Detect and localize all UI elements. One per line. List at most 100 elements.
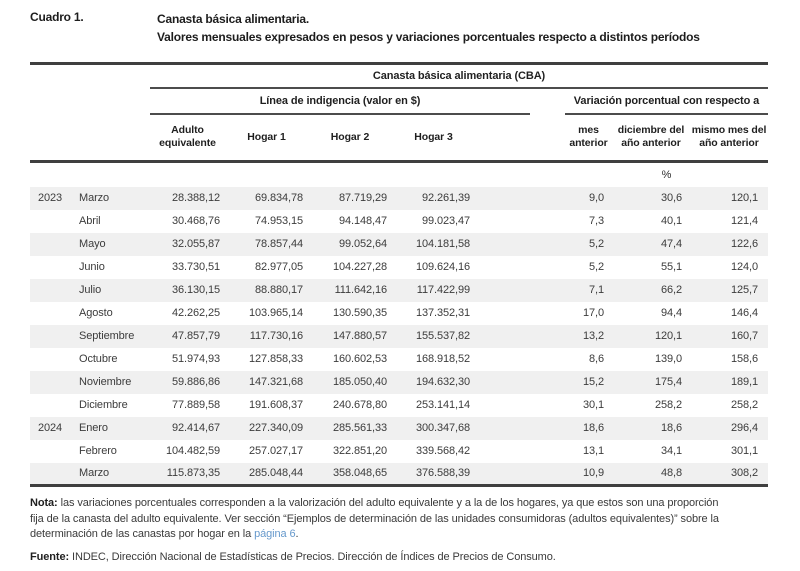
month-cell: Febrero xyxy=(79,445,117,457)
spacer-cell xyxy=(475,278,530,302)
spacer-cell xyxy=(530,302,565,325)
source-detail: INDEC, Dirección Nacional de Estadística… xyxy=(72,550,556,563)
percent-unit-label: % xyxy=(661,168,672,181)
value-cell: 122,6 xyxy=(690,232,768,256)
header-spacer xyxy=(30,88,150,114)
value-cell: 66,2 xyxy=(612,278,690,302)
value-cell: 137.352,31 xyxy=(415,307,470,319)
cba-table: Canasta básica alimentaria (CBA) Línea d… xyxy=(30,62,768,487)
value-cell: 92.261,39 xyxy=(392,186,475,210)
value-cell: 194.632,30 xyxy=(392,370,475,394)
table-row: Junio 33.730,51 82.977,05 104.227,28 109.624… xyxy=(30,256,768,279)
month-cell: Diciembre xyxy=(79,399,128,411)
unit-spacer xyxy=(30,162,565,187)
value-cell: 115.873,35 xyxy=(150,462,225,487)
spacer-cell xyxy=(475,186,530,210)
month-cell: Abril xyxy=(79,215,101,227)
month-cell: Septiembre xyxy=(78,324,150,348)
spacer-cell xyxy=(475,462,530,487)
table-row: 2023 Marzo 28.388,12 69.834,78 87.719,29 92.2… xyxy=(30,186,768,210)
header-spacer xyxy=(30,113,150,163)
value-cell: 94.148,47 xyxy=(338,215,387,227)
value-cell: 168.918,52 xyxy=(415,353,470,365)
cba-group-header: Canasta básica alimentaria (CBA) xyxy=(150,62,768,89)
column-header-diciembre-anterior: diciembre del año anterior xyxy=(612,113,690,163)
value-cell: 147.321,68 xyxy=(225,370,308,394)
spacer-cell xyxy=(530,462,565,487)
value-cell: 185.050,40 xyxy=(308,370,392,394)
year-cell xyxy=(30,348,78,371)
spacer-cell xyxy=(475,210,530,233)
table-title-lines: Canasta básica alimentaria. Valores mens… xyxy=(157,10,770,46)
table-row: Septiembre 47.857,79 117.730,16 147.880,57 1… xyxy=(30,324,768,348)
value-cell: 59.886,86 xyxy=(150,370,225,394)
month-cell: Julio xyxy=(78,278,150,302)
table-row: Febrero 104.482,59 257.027,17 322.851,20 339… xyxy=(30,440,768,463)
year-cell xyxy=(30,394,78,417)
value-cell: 111.642,16 xyxy=(308,278,392,302)
year-cell xyxy=(30,256,78,279)
value-cell: 227.340,09 xyxy=(225,416,308,440)
subgroup-header-row: Línea de indigencia (valor en $) Variaci… xyxy=(30,87,768,115)
value-cell: 120,1 xyxy=(612,324,690,348)
note-line-3: determinación de las canastas por hogar … xyxy=(30,528,255,540)
source-label: Fuente: xyxy=(30,550,70,563)
value-cell: 33.730,51 xyxy=(171,261,220,273)
table-title: Canasta básica alimentaria. xyxy=(157,12,310,26)
value-cell: 322.851,20 xyxy=(332,445,387,457)
column-header-adulto-equivalente: Adulto equivalente xyxy=(150,113,225,163)
value-cell: 257.027,17 xyxy=(248,445,303,457)
value-cell: 175,4 xyxy=(612,370,690,394)
value-cell: 285.561,33 xyxy=(308,416,392,440)
value-cell: 301,1 xyxy=(730,445,758,457)
value-cell: 5,2 xyxy=(589,261,604,273)
spacer-cell xyxy=(475,302,530,325)
value-cell: 13,1 xyxy=(582,445,604,457)
value-cell: 47,4 xyxy=(612,232,690,256)
value-cell: 74.953,15 xyxy=(254,215,303,227)
value-cell: 88.880,17 xyxy=(225,278,308,302)
note-line-2: fija de la canasta del adulto equivalent… xyxy=(30,512,719,525)
value-cell: 300.347,68 xyxy=(392,416,475,440)
value-cell: 160.602,53 xyxy=(332,353,387,365)
value-cell: 160,7 xyxy=(690,324,768,348)
value-cell: 124,0 xyxy=(730,261,758,273)
value-cell: 92.414,67 xyxy=(150,416,225,440)
page-6-link[interactable]: página 6 xyxy=(254,528,296,540)
spacer-cell xyxy=(475,324,530,348)
column-header-hogar-1: Hogar 1 xyxy=(225,113,308,163)
header-gap xyxy=(475,113,530,163)
value-cell: 40,1 xyxy=(660,215,682,227)
value-cell: 103.965,14 xyxy=(248,307,303,319)
note-label: Nota: xyxy=(30,497,58,509)
header-spacer xyxy=(30,62,150,88)
value-cell: 285.048,44 xyxy=(225,462,308,487)
table-body: 2023 Marzo 28.388,12 69.834,78 87.719,29 92.2… xyxy=(30,186,768,487)
value-cell: 121,4 xyxy=(730,215,758,227)
variation-group-header: Variación porcentual con respecto a xyxy=(565,87,768,115)
spacer-cell xyxy=(530,440,565,463)
table-subtitle: Valores mensuales expresados en pesos y … xyxy=(157,30,700,44)
spacer-cell xyxy=(475,256,530,279)
indigence-group-header: Línea de indigencia (valor en $) xyxy=(150,87,530,115)
value-cell: 240.678,80 xyxy=(332,399,387,411)
table-row: 2024 Enero 92.414,67 227.340,09 285.561,33 30… xyxy=(30,416,768,440)
spacer-cell xyxy=(475,232,530,256)
spacer-cell xyxy=(475,394,530,417)
value-cell: 127.858,33 xyxy=(248,353,303,365)
value-cell: 146,4 xyxy=(730,307,758,319)
value-cell: 139,0 xyxy=(654,353,682,365)
year-cell: 2024 xyxy=(30,416,78,440)
value-cell: 34,1 xyxy=(660,445,682,457)
month-cell: Mayo xyxy=(78,232,150,256)
value-cell: 77.889,58 xyxy=(171,399,220,411)
value-cell: 147.880,57 xyxy=(308,324,392,348)
value-cell: 253.141,14 xyxy=(415,399,470,411)
value-cell: 191.608,37 xyxy=(248,399,303,411)
table-row: Julio 36.130,15 88.880,17 111.642,16 117.422… xyxy=(30,278,768,302)
year-cell xyxy=(30,370,78,394)
value-cell: 104.181,58 xyxy=(392,232,475,256)
year-cell xyxy=(30,210,78,233)
value-cell: 104.482,59 xyxy=(165,445,220,457)
value-cell: 308,2 xyxy=(690,462,768,487)
